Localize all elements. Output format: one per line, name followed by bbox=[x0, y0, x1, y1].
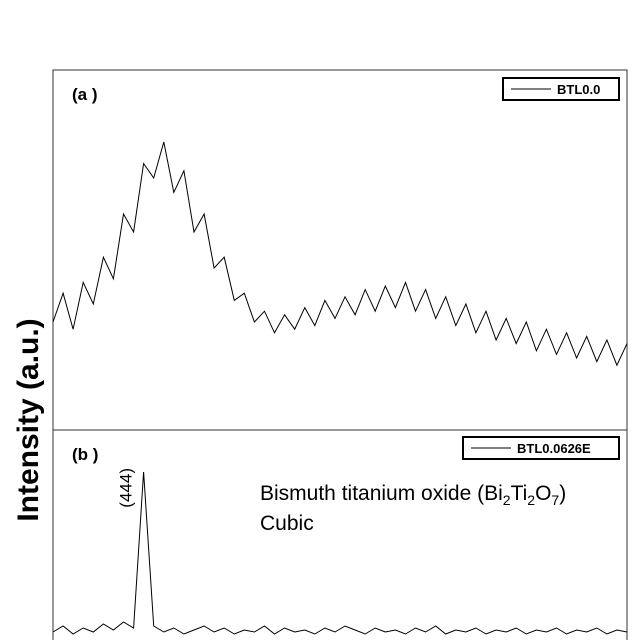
annotation-part: ) bbox=[559, 482, 566, 505]
panel-label: (b ) bbox=[72, 445, 98, 464]
annotation-part: Ti bbox=[511, 482, 528, 505]
annotation-part: 7 bbox=[551, 492, 559, 508]
annotation-part: O bbox=[535, 482, 551, 505]
annotation-part: 2 bbox=[503, 492, 511, 508]
peak-label: (444) bbox=[117, 468, 136, 508]
annotation: Cubic bbox=[260, 512, 314, 535]
data-line bbox=[52, 141, 628, 367]
legend-label: BTL0.0626E bbox=[517, 441, 591, 456]
annotation: Bismuth titanium oxide (Bi2Ti2O7) bbox=[260, 482, 566, 508]
panel-label: (a ) bbox=[72, 85, 98, 104]
annotation-part: Bismuth titanium oxide (Bi bbox=[260, 482, 503, 505]
data-line bbox=[52, 471, 628, 635]
panel-frame bbox=[52, 69, 628, 431]
legend-box bbox=[462, 436, 620, 460]
legend-box bbox=[502, 77, 620, 101]
annotation-part: 2 bbox=[527, 492, 535, 508]
legend-label: BTL0.0 bbox=[557, 82, 600, 97]
y-axis-label: Intensity (a.u.) bbox=[12, 318, 45, 521]
